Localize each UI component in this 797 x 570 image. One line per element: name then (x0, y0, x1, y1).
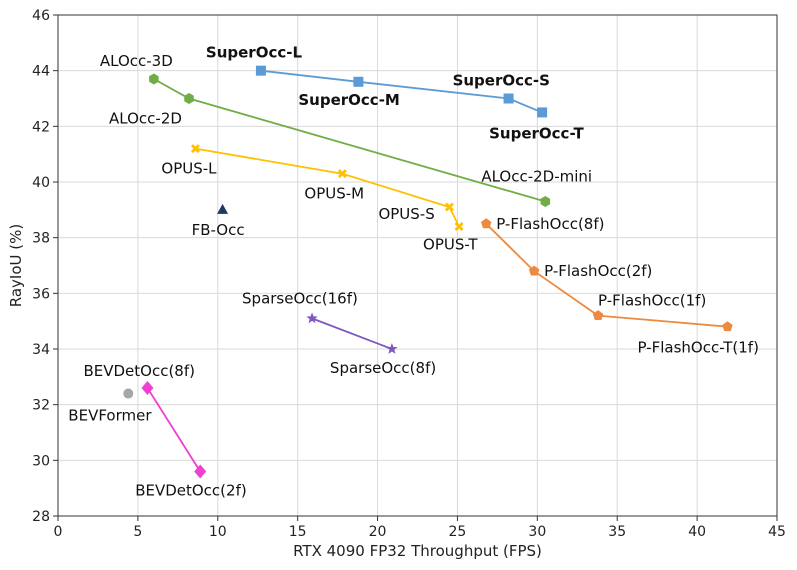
point-label: OPUS-T (423, 236, 478, 254)
y-tick-label: 44 (32, 64, 50, 80)
point-label: OPUS-L (161, 160, 217, 178)
y-tick-label: 34 (32, 342, 50, 358)
series-line-sparseocc (311, 317, 393, 350)
x-tick-label: 15 (289, 524, 307, 540)
point-label: P-FlashOcc-T(1f) (637, 339, 758, 357)
point-p-flashocc (480, 218, 492, 229)
x-tick-label: 30 (528, 524, 546, 540)
x-tick-label: 35 (608, 524, 626, 540)
point-label: ALOcc-2D (109, 110, 182, 128)
series-opus (190, 144, 464, 232)
point-label: SparseOcc(16f) (242, 289, 358, 307)
point-fb-occ (217, 203, 229, 214)
point-label: OPUS-M (304, 185, 364, 203)
point-label: SuperOcc-L (206, 44, 303, 62)
point-label: ALOcc-2D-mini (481, 167, 592, 185)
x-tick-label: 20 (369, 524, 387, 540)
y-tick-label: 42 (32, 119, 50, 135)
y-tick-label: 38 (32, 231, 50, 247)
point-superocc (503, 93, 514, 104)
point-superocc (255, 65, 266, 76)
series-line-opus (195, 147, 460, 227)
point-label: OPUS-S (378, 205, 434, 223)
point-superocc (537, 107, 548, 118)
y-axis-label: RayIoU (%) (7, 224, 25, 307)
point-label: SuperOcc-S (453, 72, 550, 90)
point-labels: SuperOcc-L SuperOcc-M SuperOcc-S SuperOcc-T… (68, 44, 759, 500)
plot-frame (57, 14, 778, 517)
point-opus (454, 222, 464, 232)
series-line-bevdetocc (146, 387, 201, 472)
series-fb-occ (217, 203, 229, 214)
point-label: BEVFormer (68, 407, 152, 425)
point-opus (337, 169, 347, 179)
x-tick-label: 25 (449, 524, 467, 540)
y-tick-label: 40 (32, 175, 50, 191)
point-label: SuperOcc-M (298, 91, 399, 109)
y-tick-label: 36 (32, 286, 50, 302)
axis-ticks: 0 5 10 15 20 25 30 35 40 45 28 30 32 34 36 38 40 42 44 46 (32, 8, 786, 540)
point-opus (444, 202, 454, 212)
point-bevformer (123, 388, 134, 399)
x-axis-label: RTX 4090 FP32 Throughput (FPS) (293, 542, 542, 560)
series-layer (123, 65, 733, 479)
series-alocc (149, 73, 551, 207)
series-bevdetocc (141, 380, 207, 479)
point-label: ALOcc-3D (100, 52, 173, 70)
x-tick-label: 45 (768, 524, 786, 540)
x-tick-label: 5 (133, 524, 142, 540)
series-sparseocc (306, 312, 398, 354)
point-alocc (540, 195, 551, 207)
point-alocc (149, 73, 159, 85)
y-tick-label: 30 (32, 453, 50, 469)
point-bevdetocc (141, 380, 154, 395)
point-p-flashocc (592, 310, 604, 321)
point-label: SparseOcc(8f) (330, 359, 436, 377)
series-line-superocc (260, 69, 543, 114)
point-label: P-FlashOcc(2f) (544, 262, 652, 280)
y-tick-label: 28 (32, 509, 50, 525)
x-tick-label: 0 (54, 524, 63, 540)
point-p-flashocc (722, 321, 733, 332)
point-label: SuperOcc-T (489, 124, 584, 142)
series-p-flashocc (480, 218, 733, 332)
point-bevdetocc (194, 464, 207, 479)
point-sparseocc (306, 312, 318, 324)
y-tick-label: 46 (32, 8, 50, 24)
point-label: FB-Occ (192, 221, 245, 239)
point-superocc (353, 76, 364, 87)
point-label: BEVDetOcc(8f) (83, 362, 195, 380)
series-superocc (255, 65, 548, 118)
point-label: P-FlashOcc(8f) (496, 215, 604, 233)
point-alocc (184, 93, 194, 104)
point-p-flashocc (528, 265, 540, 276)
point-label: P-FlashOcc(1f) (598, 292, 706, 310)
series-bevformer (123, 388, 134, 399)
x-tick-label: 10 (209, 524, 227, 540)
x-tick-label: 40 (688, 524, 706, 540)
y-tick-label: 32 (32, 398, 50, 414)
point-opus (190, 144, 200, 154)
series-line-p-flashocc (485, 223, 728, 328)
point-sparseocc (386, 343, 398, 354)
point-label: BEVDetOcc(2f) (135, 481, 247, 499)
